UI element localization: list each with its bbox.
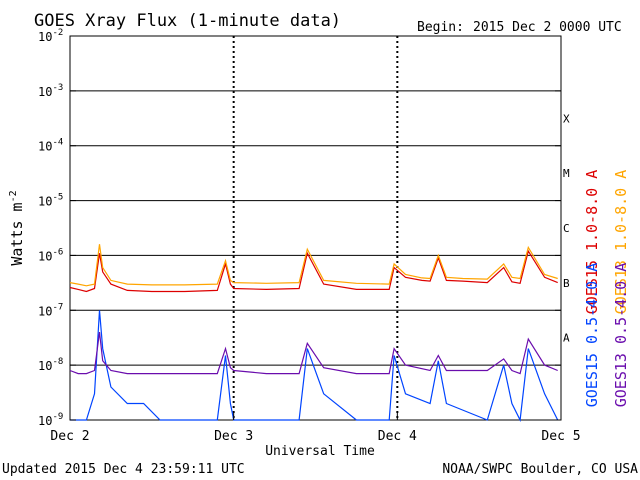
legend-item: GOES15 1.0-8.0 A xyxy=(583,170,601,315)
y-tick-exponent: -2 xyxy=(52,28,63,38)
legend-label: GOES15 1.0-8.0 A xyxy=(583,170,601,315)
y-tick-exponent: -8 xyxy=(52,357,63,367)
y-axis-label-text: Watts m xyxy=(8,202,26,265)
y-tick-exponent: -6 xyxy=(52,247,63,257)
y-tick-label: 10-4 xyxy=(38,138,63,154)
day-divider-lines xyxy=(232,36,399,420)
begin-value: 2015 Dec 2 0000 UTC xyxy=(473,20,622,35)
y-tick-label: 10-6 xyxy=(38,247,63,263)
y-tick-label: 10-9 xyxy=(38,412,63,428)
y-tick-label: 10-7 xyxy=(38,302,63,318)
x-tick-label: Dec 2 xyxy=(50,429,89,444)
y-tick-base: 10 xyxy=(38,414,52,428)
y-tick-base: 10 xyxy=(38,85,52,99)
series-line xyxy=(70,310,559,423)
x-axis-label: Universal Time xyxy=(265,444,375,459)
y-tick-exponent: -3 xyxy=(52,83,63,93)
x-tick-label: Dec 4 xyxy=(378,429,417,444)
y-tick-base: 10 xyxy=(38,304,52,318)
series-line xyxy=(69,244,558,287)
flare-class-label: X xyxy=(563,112,570,125)
flare-class-label: C xyxy=(563,222,570,235)
y-tick-exponent: -7 xyxy=(52,302,63,312)
series-line xyxy=(69,249,558,293)
chart-title: GOES Xray Flux (1-minute data) xyxy=(34,11,341,31)
x-tick-label: Dec 3 xyxy=(214,429,253,444)
legend-label: GOES13 0.5-4.0 A xyxy=(612,263,630,408)
legend-item: GOES13 0.5-4.0 A xyxy=(612,263,630,408)
begin-label: Begin: xyxy=(417,20,464,35)
x-tick-label: Dec 5 xyxy=(541,429,580,444)
y-tick-label: 10-2 xyxy=(38,28,63,44)
gridlines xyxy=(70,90,561,366)
y-tick-base: 10 xyxy=(38,359,52,373)
y-tick-base: 10 xyxy=(38,30,52,44)
y-tick-exponent: -4 xyxy=(52,138,63,148)
y-tick-exponent: -9 xyxy=(52,412,63,422)
svg-text:Watts m-2: Watts m-2 xyxy=(8,190,26,265)
x-axis-ticks: Dec 2 Dec 3 Dec 4 Dec 5 xyxy=(50,412,581,444)
y-tick-base: 10 xyxy=(38,195,52,209)
flare-class-labels: X M C B A xyxy=(563,112,570,344)
series-lines xyxy=(69,244,559,423)
y-tick-label: 10-3 xyxy=(38,83,63,99)
y-axis-label: Watts m-2 xyxy=(8,190,26,265)
flare-class-label: A xyxy=(563,332,570,345)
legend: GOES15 1.0-8.0 A GOES13 1.0-8.0 A GOES15 0… xyxy=(583,170,630,408)
plot-area xyxy=(69,35,562,421)
y-tick-base: 10 xyxy=(38,140,52,154)
legend-label: GOES13 1.0-8.0 A xyxy=(612,170,630,315)
y-tick-label: 10-5 xyxy=(38,193,63,209)
updated-timestamp: Updated 2015 Dec 4 23:59:11 UTC xyxy=(2,462,245,477)
y-tick-exponent: -5 xyxy=(52,193,63,203)
y-axis-ticks: 10-210-310-410-510-610-710-810-9 xyxy=(38,28,561,428)
y-axis-label-exponent: -2 xyxy=(8,190,19,202)
flare-class-label: B xyxy=(563,277,570,290)
data-source: NOAA/SWPC Boulder, CO USA xyxy=(442,462,638,477)
legend-label: GOES15 0.5-4.0 A xyxy=(583,263,601,408)
series-line xyxy=(69,332,558,375)
y-tick-label: 10-8 xyxy=(38,357,63,373)
flare-class-label: M xyxy=(563,167,570,180)
legend-item: GOES15 0.5-4.0 A xyxy=(583,263,601,408)
legend-item: GOES13 1.0-8.0 A xyxy=(612,170,630,315)
y-tick-base: 10 xyxy=(38,249,52,263)
